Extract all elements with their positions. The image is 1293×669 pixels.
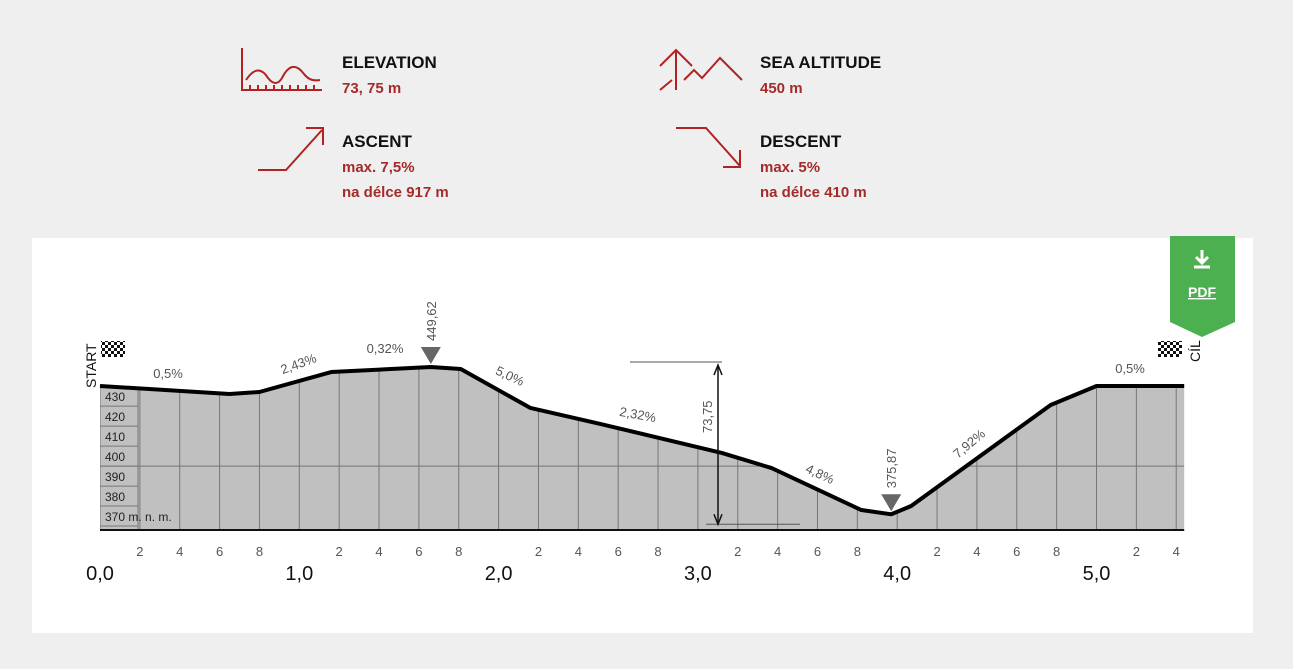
ascent-icon	[258, 127, 324, 171]
x-tick-label: 4	[973, 544, 980, 559]
x-tick-label: 8	[455, 544, 462, 559]
stat-value: max. 7,5%	[342, 159, 415, 176]
min-marker-label: 375,87	[884, 449, 899, 489]
x-tick-label: 6	[1013, 544, 1020, 559]
stat-title: ASCENT	[342, 132, 413, 151]
x-tick-label: 2,0	[485, 563, 513, 585]
y-tick-label: 390	[105, 470, 125, 484]
stat-value: 73, 75 m	[342, 80, 401, 97]
x-tick-label: 3,0	[684, 563, 712, 585]
y-tick-label: 410	[105, 430, 125, 444]
x-tick-label: 2	[1133, 544, 1140, 559]
y-tick-label: 370 m. n. m.	[105, 510, 172, 524]
stat-title: DESCENT	[760, 132, 842, 151]
slope-label: 0,5%	[153, 366, 183, 381]
finish-flag	[1158, 341, 1182, 357]
start-flag	[101, 341, 125, 357]
slope-label: 0,5%	[1115, 361, 1145, 376]
stat-title: ELEVATION	[342, 53, 437, 72]
x-tick-label: 4	[774, 544, 781, 559]
max-marker-label: 449,62	[424, 301, 439, 341]
x-tick-label: 4	[575, 544, 582, 559]
stat-title: SEA ALTITUDE	[760, 53, 881, 72]
y-tick-label: 420	[105, 410, 125, 424]
y-tick-label: 430	[105, 390, 125, 404]
x-tick-label: 0,0	[86, 563, 114, 585]
x-tick-label: 4	[176, 544, 183, 559]
x-tick-label: 6	[814, 544, 821, 559]
start-label: START	[83, 343, 99, 388]
x-tick-label: 1,0	[285, 563, 313, 585]
elevation-icon	[241, 48, 322, 91]
stats: ELEVATION 73, 75 m SEA ALTITUDE 450 m ASCENT…	[342, 53, 881, 201]
x-tick-label: 2	[933, 544, 940, 559]
diff-label: 73,75	[700, 400, 715, 433]
finish-label: CÍL	[1187, 340, 1203, 362]
y-tick-label: 380	[105, 490, 125, 504]
min-marker	[881, 494, 902, 512]
x-tick-label: 8	[854, 544, 861, 559]
max-marker	[420, 347, 441, 364]
slope-label: 2,32%	[618, 404, 657, 425]
stat-value: max. 5%	[760, 159, 820, 176]
x-tick-label: 2	[535, 544, 542, 559]
stat-value: 450 m	[760, 80, 803, 97]
x-tick-label: 8	[1053, 544, 1060, 559]
x-tick-label: 4	[1173, 544, 1180, 559]
y-tick-label: 400	[105, 450, 125, 464]
profile-line	[99, 365, 1185, 517]
x-tick-label: 6	[216, 544, 223, 559]
x-tick-label: 2	[336, 544, 343, 559]
x-tick-label: 6	[415, 544, 422, 559]
stat-value: na délce 917 m	[342, 184, 449, 201]
slope-label: 0,32%	[367, 341, 404, 356]
x-tick-label: 8	[256, 544, 263, 559]
pdf-label[interactable]: PDF	[1188, 284, 1216, 300]
x-tick-label: 8	[654, 544, 661, 559]
x-tick-label: 5,0	[1083, 563, 1111, 585]
arrow-head	[713, 362, 723, 527]
x-tick-label: 4	[375, 544, 382, 559]
descent-icon	[676, 127, 741, 168]
x-tick-label: 2	[734, 544, 741, 559]
pdf-button[interactable]: PDF	[1170, 236, 1235, 337]
profile-area	[100, 367, 1185, 530]
x-tick-label: 6	[615, 544, 622, 559]
altitude-icon	[659, 48, 743, 91]
x-tick-label: 2	[136, 544, 143, 559]
x-tick-label: 4,0	[883, 563, 911, 585]
stat-value: na délce 410 m	[760, 184, 867, 201]
